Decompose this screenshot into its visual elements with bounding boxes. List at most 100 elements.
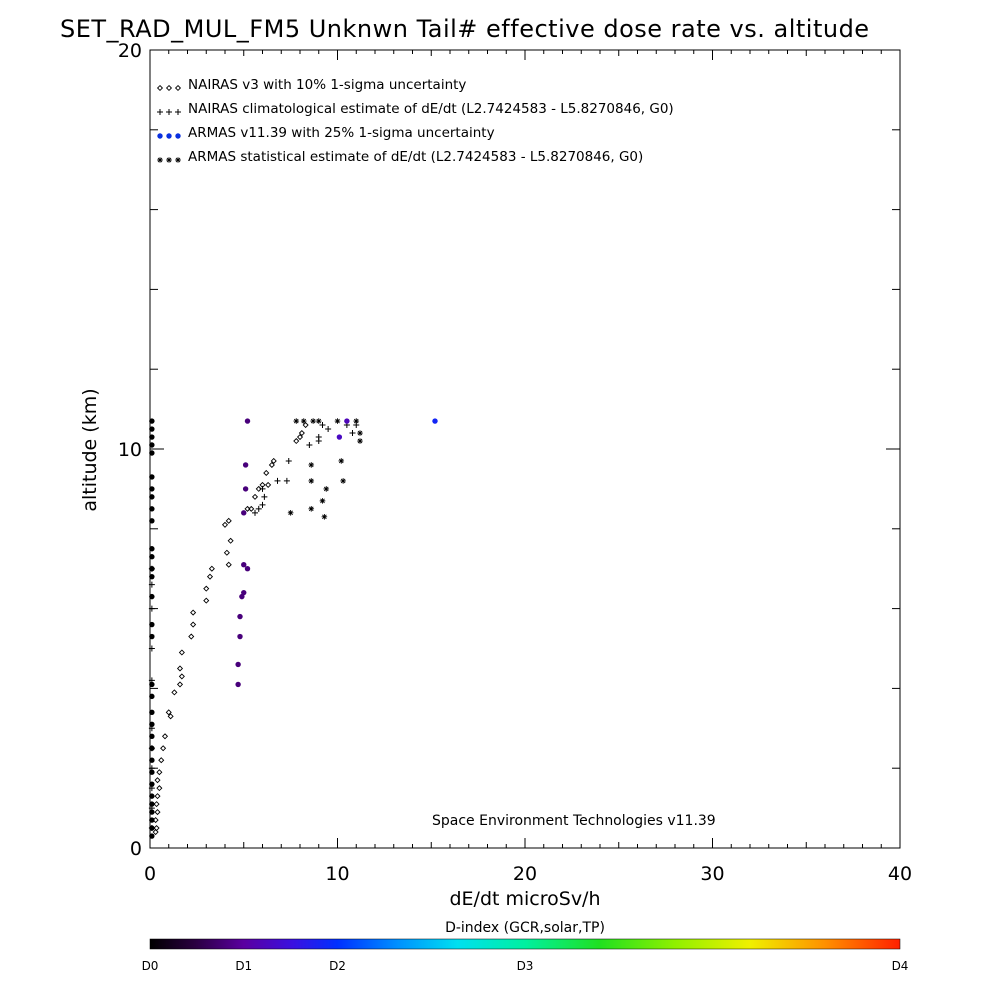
x-tick-label: 40 — [888, 863, 912, 885]
data-point — [308, 478, 315, 484]
data-point — [190, 609, 197, 616]
legend-marker — [157, 133, 163, 139]
data-point — [252, 509, 258, 516]
data-point — [310, 418, 316, 424]
data-point — [149, 474, 155, 480]
data-point — [149, 573, 155, 580]
data-point — [225, 561, 232, 568]
data-point — [149, 566, 155, 572]
x-tick-label: 30 — [700, 863, 724, 885]
chart-title: SET_RAD_MUL_FM5 Unknwn Tail# effective d… — [60, 15, 870, 43]
series-diamond — [152, 422, 309, 836]
legend-marker — [157, 157, 163, 163]
legend-label: ARMAS v11.39 with 25% 1-sigma uncertaint… — [188, 125, 495, 141]
data-point — [149, 833, 155, 839]
data-point — [306, 442, 313, 449]
data-point — [251, 493, 259, 500]
data-point — [152, 829, 159, 836]
data-point — [357, 438, 363, 444]
data-point — [206, 573, 214, 580]
y-axis: 0 10 20 — [118, 40, 900, 860]
data-point — [261, 493, 268, 500]
legend-marker — [166, 133, 172, 139]
data-point — [149, 426, 155, 432]
data-point — [321, 514, 328, 520]
x-axis: 0 10 20 30 40 — [144, 50, 912, 885]
legend-marker — [175, 109, 181, 115]
data-point — [315, 418, 322, 424]
data-point — [153, 801, 160, 808]
plot-area — [149, 49, 901, 849]
data-point — [149, 450, 155, 456]
data-point — [270, 457, 277, 465]
data-point — [225, 517, 232, 524]
data-point — [237, 613, 243, 620]
x-tick-label: 10 — [325, 863, 349, 885]
data-point — [259, 485, 266, 492]
data-point — [274, 477, 281, 484]
legend-entry: NAIRAS v3 with 10% 1-sigma uncertainty — [156, 77, 466, 93]
data-point — [171, 689, 178, 696]
legend-label: ARMAS statistical estimate of dE/dt (L2.… — [188, 149, 643, 165]
data-point — [308, 462, 315, 468]
data-point — [149, 633, 155, 640]
plot-border — [149, 49, 901, 849]
colorbar-label: D3 — [517, 959, 534, 973]
data-point — [176, 681, 184, 688]
colorbar-label: D0 — [142, 959, 159, 973]
data-point — [149, 693, 155, 700]
data-point — [432, 418, 438, 424]
data-point — [336, 434, 343, 440]
y-tick-label: 20 — [118, 40, 142, 62]
data-point — [296, 433, 304, 441]
data-point — [149, 442, 155, 448]
data-point — [242, 486, 249, 492]
data-point — [223, 549, 230, 556]
data-point — [190, 621, 197, 628]
colorbar — [149, 938, 901, 950]
colorbar-labels: D0 D1 D2 D3 D4 — [142, 959, 909, 973]
data-point — [149, 733, 155, 739]
data-point — [268, 461, 275, 468]
data-point — [259, 501, 266, 508]
data-point — [161, 733, 169, 740]
data-point — [203, 597, 210, 604]
legend-marker — [174, 84, 182, 92]
data-point — [149, 518, 155, 524]
data-point — [308, 506, 315, 512]
data-point — [221, 521, 229, 528]
colorbar-label: D4 — [892, 959, 909, 973]
colorbar-title: D-index (GCR,solar,TP) — [445, 920, 605, 936]
data-point — [149, 486, 155, 492]
data-point — [153, 825, 160, 832]
data-point — [265, 481, 272, 488]
data-point — [255, 505, 262, 512]
legend-marker — [166, 157, 172, 163]
series-layer — [148, 418, 438, 839]
data-point — [255, 485, 262, 492]
data-point — [188, 633, 195, 640]
data-point — [156, 769, 163, 776]
data-point — [315, 438, 322, 445]
colorbar-label: D1 — [235, 959, 252, 973]
data-point — [176, 665, 184, 672]
data-point — [338, 458, 345, 464]
data-point — [340, 478, 346, 484]
data-point — [149, 681, 155, 688]
y-tick-label: 10 — [118, 439, 142, 461]
data-point — [263, 469, 270, 476]
legend-label: NAIRAS climatological estimate of dE/dt … — [188, 101, 674, 117]
data-point — [149, 709, 155, 716]
data-point — [293, 437, 300, 445]
data-point — [149, 494, 155, 500]
data-point — [148, 581, 155, 588]
data-point — [149, 825, 155, 831]
legend-entry: ARMAS v11.39 with 25% 1-sigma uncertaint… — [157, 125, 495, 141]
data-point — [241, 562, 247, 568]
data-point — [149, 506, 155, 512]
y-axis-label: altitude (km) — [79, 388, 101, 511]
legend-entry: ARMAS statistical estimate of dE/dt (L2.… — [157, 149, 643, 165]
data-point — [300, 418, 307, 424]
data-point — [178, 649, 185, 656]
legend-marker — [175, 133, 181, 139]
